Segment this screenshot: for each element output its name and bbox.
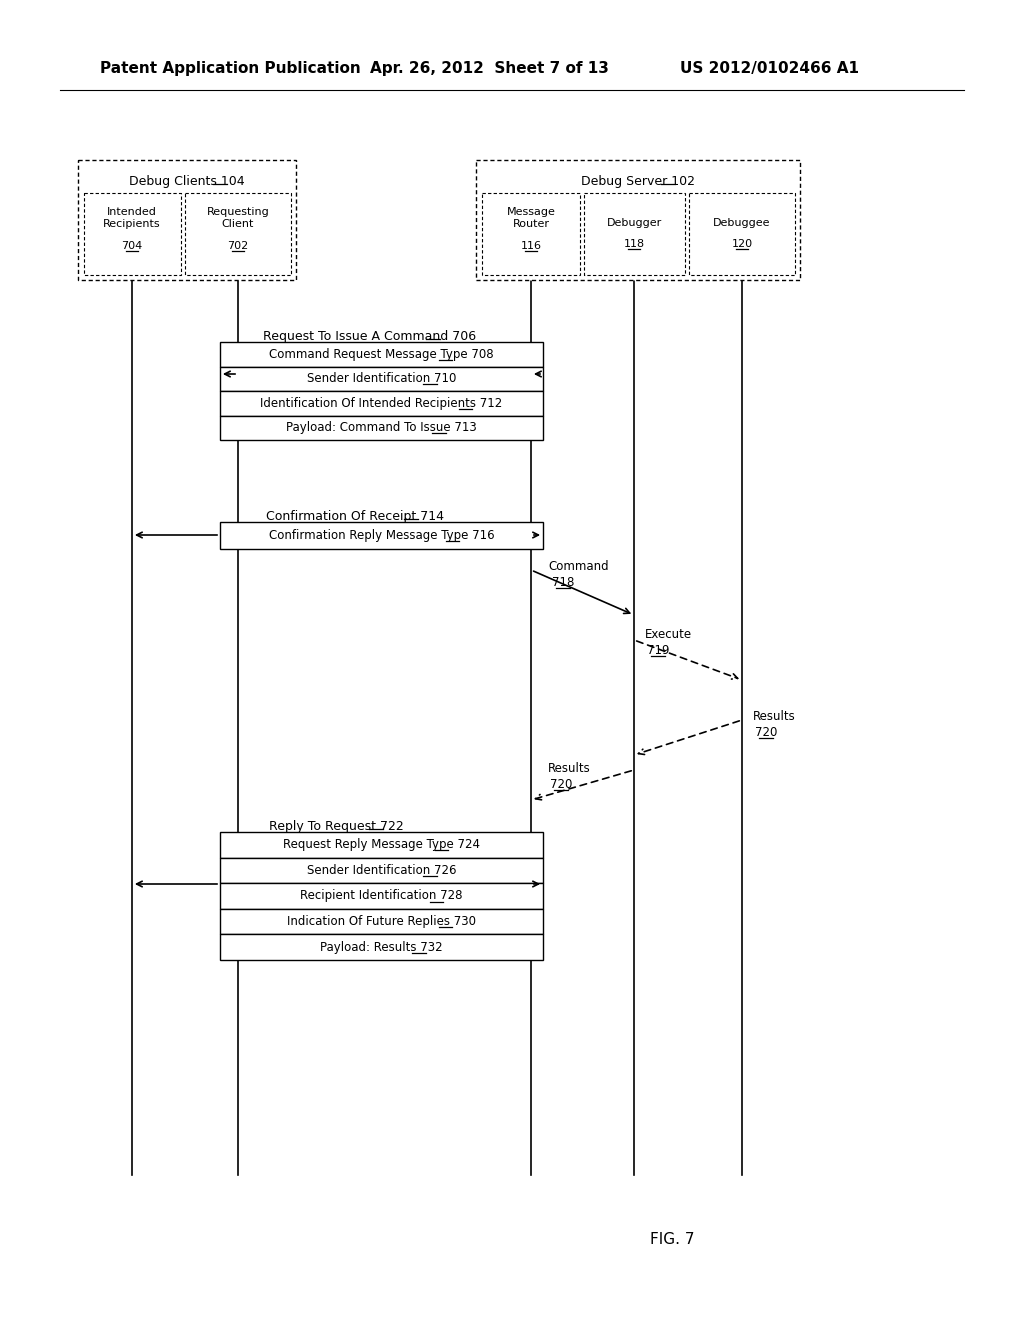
Bar	[584, 193, 685, 275]
Text: 719: 719	[647, 644, 670, 656]
Text: Intended
Recipients: Intended Recipients	[103, 207, 161, 228]
Text: Sender Identification 726: Sender Identification 726	[307, 863, 457, 876]
Text: Command: Command	[548, 560, 608, 573]
Text: Identification Of Intended Recipients 712: Identification Of Intended Recipients 71…	[260, 397, 503, 409]
Text: Apr. 26, 2012  Sheet 7 of 13: Apr. 26, 2012 Sheet 7 of 13	[370, 61, 609, 75]
Bar	[220, 908, 543, 935]
Text: 702: 702	[227, 242, 249, 251]
Bar	[84, 193, 181, 275]
Text: 704: 704	[122, 242, 142, 251]
Text: Request Reply Message Type 724: Request Reply Message Type 724	[283, 838, 480, 851]
Text: Execute: Execute	[645, 628, 692, 642]
Text: Command Request Message Type 708: Command Request Message Type 708	[269, 347, 494, 360]
Text: Message
Router: Message Router	[507, 207, 555, 228]
Text: Debugger: Debugger	[606, 218, 662, 228]
Text: Debug Clients 104: Debug Clients 104	[129, 176, 245, 187]
Text: Requesting
Client: Requesting Client	[207, 207, 269, 228]
Text: Payload: Command To Issue 713: Payload: Command To Issue 713	[286, 421, 477, 434]
Bar	[482, 193, 580, 275]
Text: Reply To Request 722: Reply To Request 722	[268, 820, 403, 833]
Bar	[220, 391, 543, 416]
Bar	[220, 935, 543, 960]
Bar	[185, 193, 291, 275]
Text: Sender Identification 710: Sender Identification 710	[307, 372, 456, 385]
Text: Recipient Identification 728: Recipient Identification 728	[300, 890, 463, 903]
Bar	[220, 367, 543, 391]
Text: 720: 720	[550, 777, 572, 791]
Bar	[476, 160, 800, 280]
Text: Debug Server 102: Debug Server 102	[581, 176, 695, 187]
Bar	[689, 193, 795, 275]
Text: 116: 116	[520, 242, 542, 251]
Text: Confirmation Of Receipt 714: Confirmation Of Receipt 714	[266, 510, 444, 523]
Bar	[220, 858, 543, 883]
Bar	[220, 342, 543, 367]
Text: 120: 120	[731, 239, 753, 249]
Text: Indication Of Future Replies 730: Indication Of Future Replies 730	[287, 915, 476, 928]
Text: Payload: Results 732: Payload: Results 732	[321, 941, 442, 953]
Bar	[220, 416, 543, 440]
Text: FIG. 7: FIG. 7	[650, 1233, 694, 1247]
Text: Debuggee: Debuggee	[714, 218, 771, 228]
Text: 118: 118	[624, 239, 644, 249]
Bar	[220, 883, 543, 908]
Text: Request To Issue A Command 706: Request To Issue A Command 706	[263, 330, 476, 343]
Bar	[220, 832, 543, 858]
Text: Results: Results	[753, 710, 796, 723]
Text: Patent Application Publication: Patent Application Publication	[100, 61, 360, 75]
Text: Confirmation Reply Message Type 716: Confirmation Reply Message Type 716	[268, 529, 495, 543]
Bar	[220, 521, 543, 549]
Text: 718: 718	[552, 576, 574, 589]
Text: Results: Results	[548, 762, 591, 775]
Text: 720: 720	[755, 726, 777, 738]
Bar	[78, 160, 296, 280]
Text: US 2012/0102466 A1: US 2012/0102466 A1	[680, 61, 859, 75]
